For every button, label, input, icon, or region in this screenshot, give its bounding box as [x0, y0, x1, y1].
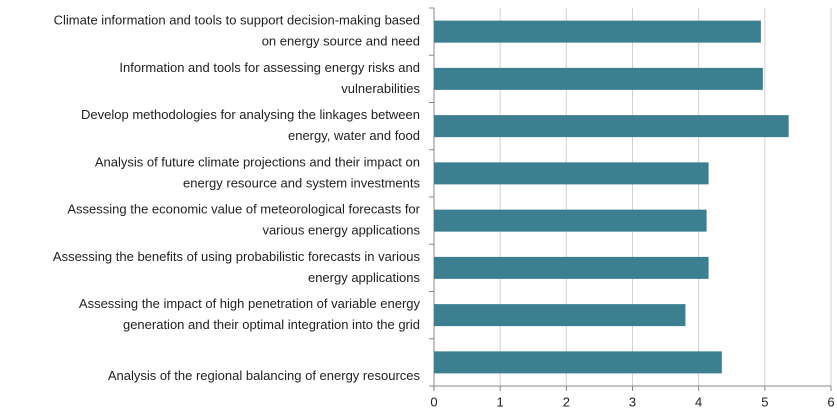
category-label: Assessing the economic value of meteorol… [67, 202, 420, 217]
x-tick-label: 4 [695, 394, 702, 409]
bar [434, 256, 709, 279]
category-label: Assessing the impact of high penetration… [79, 296, 421, 311]
category-label: Information and tools for assessing ener… [119, 60, 420, 75]
bar [434, 115, 789, 138]
category-label: energy applications [308, 270, 421, 285]
x-tick-label: 1 [497, 394, 504, 409]
category-label: Analysis of future climate projections a… [95, 154, 420, 169]
bar [434, 304, 686, 327]
x-tick-label: 2 [563, 394, 570, 409]
category-label: energy resource and system investments [183, 175, 420, 190]
category-label: Climate information and tools to support… [54, 13, 420, 28]
category-label: Assessing the benefits of using probabil… [53, 249, 421, 264]
x-tick-label: 3 [629, 394, 636, 409]
bar [434, 162, 709, 185]
category-label: on energy source and need [262, 34, 420, 49]
x-tick-label: 0 [430, 394, 437, 409]
category-label: generation and their optimal integration… [123, 317, 420, 332]
bar [434, 351, 722, 374]
category-label: vulnerabilities [341, 81, 420, 96]
x-tick-label: 5 [761, 394, 768, 409]
category-label: Analysis of the regional balancing of en… [108, 368, 421, 383]
category-label: Develop methodologies for analysing the … [81, 107, 420, 122]
bar [434, 20, 761, 43]
category-label: various energy applications [262, 223, 420, 238]
category-label: energy, water and food [288, 128, 420, 143]
x-tick-label: 6 [827, 394, 834, 409]
bar [434, 67, 763, 90]
bar [434, 209, 707, 232]
